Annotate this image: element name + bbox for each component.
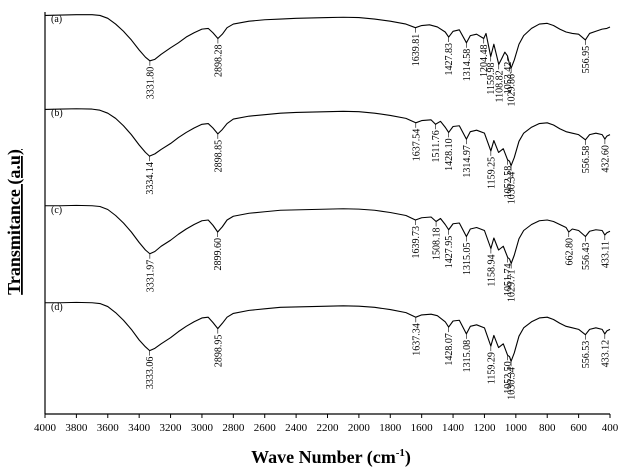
peak-label: 1427.83: [444, 43, 455, 76]
peak-label: 556.53: [581, 341, 592, 369]
x-tick-label: 3200: [160, 422, 183, 434]
x-tick-label: 3000: [191, 422, 214, 434]
peak-label: 1204.48: [479, 45, 490, 78]
plot-area: (a) 3331.80 2898.28 1639.81 1427.83 1314.58 12…: [44, 14, 611, 400]
x-tick-label: 2600: [254, 422, 277, 434]
x-tick-label: 3800: [65, 422, 88, 434]
spectrum-group: (b) 3334.14 2898.85 1637.54 1511.76 1428.10 13…: [44, 108, 611, 205]
x-tick-label: 400: [602, 422, 618, 434]
peak-label: 1508.18: [432, 228, 443, 261]
x-tick-label: 4000: [34, 422, 57, 434]
x-tick-label: 2800: [222, 422, 245, 434]
x-tick-label: 2000: [348, 422, 371, 434]
x-axis: 4000 3800 3600 3400 3200 3000 2800 2600 2400 2200…: [34, 12, 618, 434]
peak-label: 1029.86: [507, 74, 518, 107]
peak-label: 1639.73: [411, 226, 422, 259]
peak-label: 3331.97: [145, 260, 156, 293]
peak-label: 1052.58: [503, 166, 514, 199]
peak-label: 433.11: [600, 241, 611, 268]
spectrum-line: [45, 301, 611, 362]
spectrum-line: [45, 204, 611, 265]
peak-label: 1051.74: [503, 264, 514, 297]
peak-label: 1314.97: [462, 145, 473, 178]
x-tick-label: 1200: [473, 422, 496, 434]
peak-label: 556.58: [581, 146, 592, 174]
peak-label: 1315.05: [462, 243, 473, 276]
peak-label: 1314.58: [462, 49, 473, 82]
peak-label: 2898.95: [213, 335, 224, 368]
x-tick-label: 2400: [285, 422, 308, 434]
peak-label: 3333.06: [145, 357, 156, 390]
peak-label: 1053.42: [503, 62, 514, 95]
peak-label: 1159.98: [486, 63, 497, 95]
peak-label: 433.12: [600, 340, 611, 368]
spectrum-line: [44, 14, 611, 69]
peak-label: 1159.29: [486, 352, 497, 384]
x-tick-label: 1000: [505, 422, 528, 434]
peak-label: 1030.34: [507, 367, 518, 400]
panel-label: (d): [51, 302, 63, 313]
peak-label: 556.43: [581, 243, 592, 271]
x-tick-label: 3600: [97, 422, 120, 434]
peak-label: 1029.71: [507, 270, 518, 303]
peak-label: 2898.85: [213, 140, 224, 173]
x-tick-label: 600: [570, 422, 587, 434]
peak-label: 2899.60: [213, 238, 224, 271]
y-axis-title: Transmitance (a.u): [4, 149, 25, 295]
peak-label: 556.95: [581, 46, 592, 74]
spectrum-group: (d) 3333.06 2898.95 1637.34 1428.07 1315.08 11…: [45, 301, 611, 400]
peak-label: 1030.34: [507, 172, 518, 205]
peak-label: 3331.80: [145, 67, 156, 100]
peak-label: 3334.14: [145, 162, 156, 195]
peak-label: 1511.76: [431, 130, 442, 162]
peak-label: 1637.34: [411, 323, 422, 356]
peak-label: 1428.07: [444, 333, 455, 366]
peak-label: 1637.54: [411, 129, 422, 162]
x-tick-label: 1600: [411, 422, 434, 434]
peak-label: 1639.81: [411, 34, 422, 66]
x-tick-label: 2200: [317, 422, 340, 434]
x-tick-label: 1400: [442, 422, 465, 434]
peak-label: 1159.25: [486, 157, 497, 189]
peak-label: 1315.08: [462, 340, 473, 373]
spectrum-group: (c) 3331.97 2899.60 1639.73 1508.18 1427.95 13…: [45, 204, 611, 303]
peak-label: 1427.95: [444, 236, 455, 268]
x-tick-label: 1800: [379, 422, 402, 434]
peak-label: 1158.94: [486, 255, 497, 287]
spectrum-line: [44, 108, 611, 167]
peak-label: 2898.28: [213, 45, 224, 78]
panel-label: (b): [51, 108, 63, 119]
x-tick-label: 3400: [128, 422, 151, 434]
panel-label: (c): [51, 205, 62, 216]
peak-label: 1108.82: [494, 70, 505, 102]
x-tick-label: 800: [539, 422, 556, 434]
peak-label: 1052.50: [503, 361, 514, 394]
spectrum-group: (a) 3331.80 2898.28 1639.81 1427.83 1314.58 12…: [44, 14, 611, 107]
peak-label: 662.80: [564, 238, 575, 266]
x-axis-title: Wave Number (cm-1): [251, 447, 411, 468]
panel-label: (a): [51, 14, 62, 25]
peak-label: 1428.10: [444, 138, 455, 171]
peak-label: 432.60: [600, 145, 611, 173]
